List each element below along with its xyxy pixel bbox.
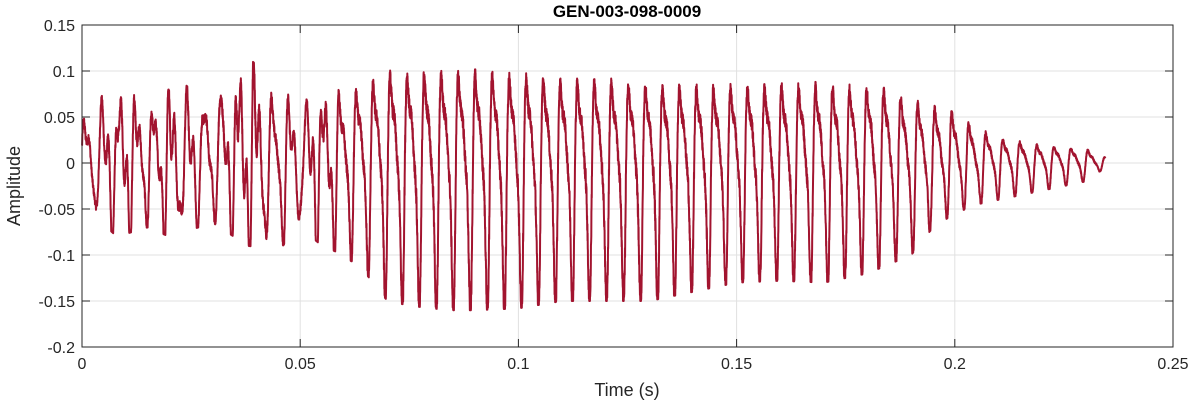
y-tick-label: 0 (66, 156, 75, 173)
x-axis-label: Time (s) (594, 380, 659, 400)
series-group (81, 60, 1107, 312)
y-tick-label: -0.05 (39, 202, 76, 219)
x-tick-labels: 0 0.05 0.1 0.15 0.2 0.25 (78, 356, 1189, 373)
y-tick-label: 0.1 (53, 64, 75, 81)
y-tick-label: -0.2 (47, 340, 75, 357)
x-tick-label: 0.15 (721, 356, 752, 373)
plot-frame (81, 24, 1174, 348)
y-tick-label: 0.15 (44, 18, 75, 35)
x-tick-label: 0.1 (507, 356, 529, 373)
x-tick-label: 0.2 (944, 356, 966, 373)
waveform-series-line (81, 60, 1107, 312)
chart-title: GEN-003-098-0009 (553, 2, 701, 21)
y-tick-labels: -0.2 -0.15 -0.1 -0.05 0 0.05 0.1 0.15 (39, 18, 76, 357)
y-tick-label: -0.15 (39, 294, 76, 311)
axis-ticks (81, 24, 1174, 348)
y-tick-label: -0.1 (47, 248, 75, 265)
x-tick-label: 0.25 (1157, 356, 1188, 373)
y-tick-label: 0.05 (44, 110, 75, 127)
plot-area (81, 24, 1174, 348)
x-tick-label: 0.05 (285, 356, 316, 373)
y-axis-label: Amplitude (4, 146, 24, 226)
x-tick-label: 0 (78, 356, 87, 373)
